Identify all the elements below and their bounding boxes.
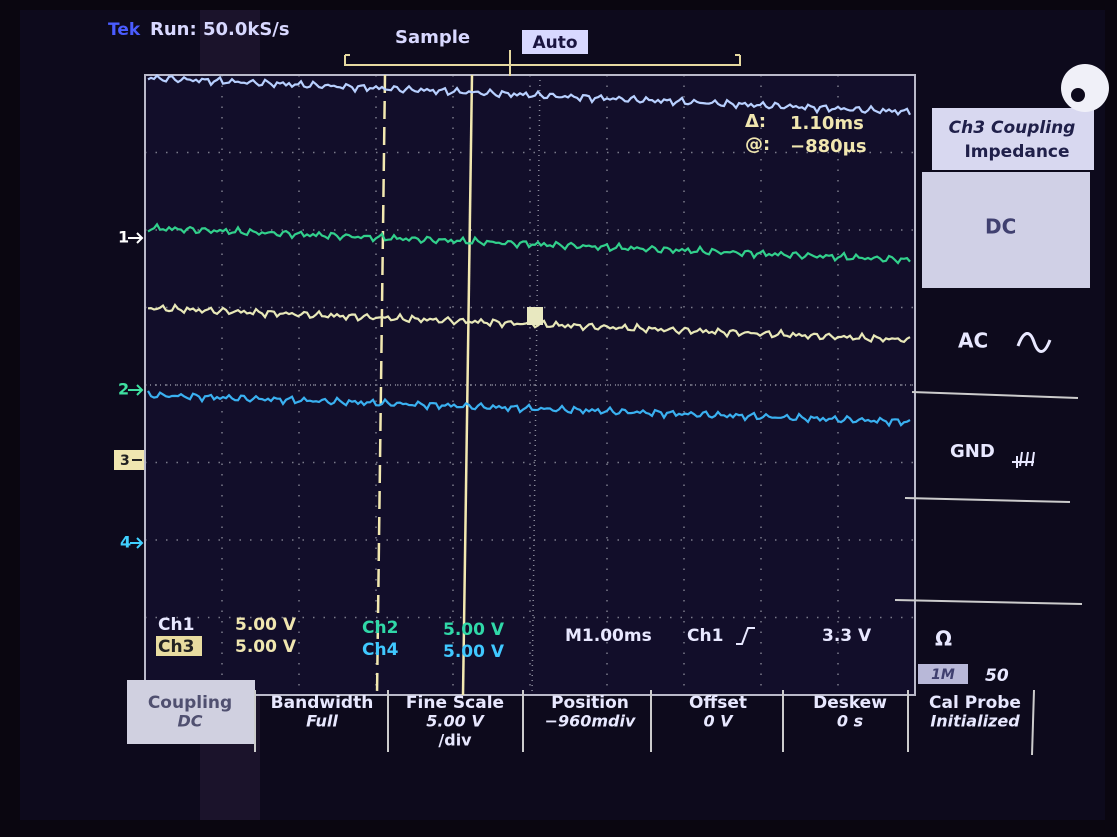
menu-knob-icon [1061,64,1109,112]
menu-label[interactable]: Position [551,693,629,713]
acquisition-mode: Sample [395,27,470,48]
menu-value[interactable]: 5.00 V [426,712,485,731]
menu-label[interactable]: Bandwidth [271,693,374,713]
menu-option[interactable]: GND [950,441,995,462]
channel-name: Ch3 [158,637,194,657]
menu-value[interactable]: Full [306,712,338,731]
menu-value[interactable]: 0 V [703,712,734,731]
channel-marker: 4 [120,533,131,552]
channel-marker: 2 [118,380,129,399]
menu-title: Ch3 Coupling [949,118,1076,138]
brand: Tek [108,20,141,40]
channel-scale: 5.00 V [443,620,505,640]
menu-knob-hole [1071,88,1085,102]
trigger-level: 3.3 V [822,626,872,646]
menu-value[interactable]: −960mdiv [545,712,636,731]
timebase: M1.00ms [565,626,652,646]
channel-scale: 5.00 V [235,615,297,635]
channel-marker: 1 [118,228,129,247]
impedance-option[interactable]: 1M [931,667,955,683]
channel-scale: 5.00 V [235,637,297,657]
trigger-mode: Auto [532,33,577,53]
menu-unit[interactable]: /div [438,731,472,750]
menu-option[interactable]: AC [958,329,988,353]
impedance-option[interactable]: 50 [985,666,1009,686]
impedance-symbol: Ω [935,627,952,651]
at-value: −880µs [790,136,867,157]
delta-symbol: Δ: [745,111,766,132]
at-symbol: @: [745,134,770,155]
menu-title: Impedance [964,142,1069,162]
trigger-source: Ch1 [687,626,723,646]
menu-label[interactable]: Coupling [148,693,232,713]
menu-option[interactable]: DC [985,215,1016,239]
oscilloscope-screen: Tek Run: 50.0kS/s Sample Auto Δ: 1.10ms … [0,0,1117,837]
menu-label[interactable]: Cal Probe [929,693,1021,713]
channel-scale: 5.00 V [443,642,505,662]
delta-value: 1.10ms [790,113,864,134]
trigger-marker [527,307,543,325]
channel-name: Ch1 [158,615,194,635]
menu-value[interactable]: DC [177,712,202,731]
menu-label[interactable]: Offset [689,693,747,713]
menu-label[interactable]: Fine Scale [406,693,504,713]
channel-name: Ch4 [362,640,399,660]
channel-name: Ch2 [362,618,398,638]
channel-marker: 3 [120,453,130,469]
run-status: Run: 50.0kS/s [150,19,290,40]
menu-value[interactable]: Initialized [930,712,1020,731]
menu-label[interactable]: Deskew [813,693,887,713]
menu-value[interactable]: 0 s [837,712,863,731]
